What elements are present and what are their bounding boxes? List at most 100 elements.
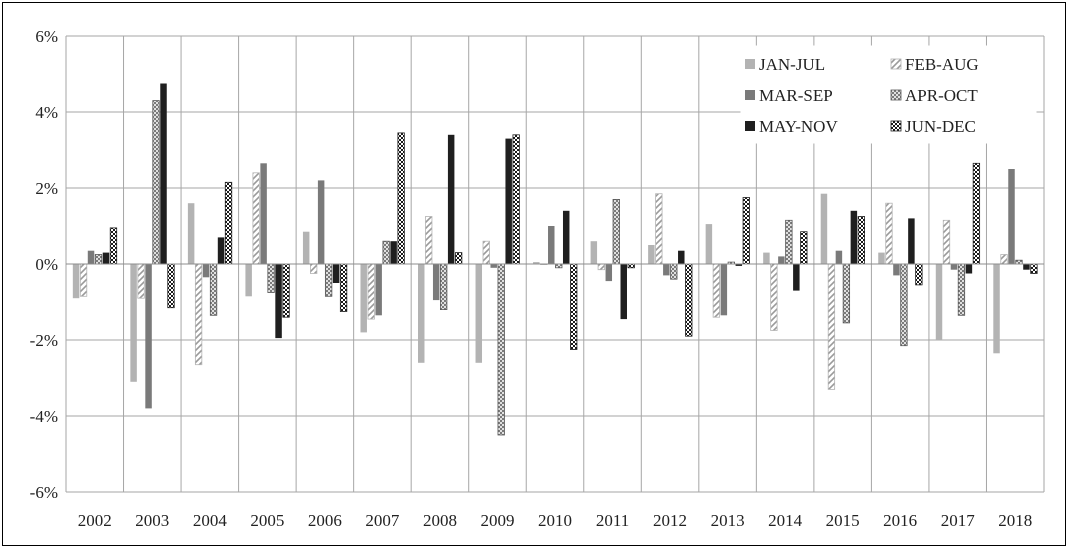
bar-jun-dec-2014 <box>800 231 808 265</box>
bar-apr-oct-2007 <box>382 240 390 265</box>
x-tick-label: 2014 <box>768 511 803 530</box>
y-tick-label: 0% <box>35 255 58 274</box>
bar-jan-jul-2017 <box>935 264 943 340</box>
x-tick-label: 2011 <box>596 511 629 530</box>
bar-may-nov-2018 <box>1023 264 1030 270</box>
bar-may-nov-2017 <box>965 264 973 274</box>
x-tick-label: 2007 <box>365 511 400 530</box>
bar-feb-aug-2015 <box>827 263 836 390</box>
bar-feb-aug-2012 <box>655 193 663 265</box>
bar-mar-sep-2010 <box>548 226 555 264</box>
legend-label-jan-jul: JAN-JUL <box>759 55 825 74</box>
x-tick-label: 2015 <box>826 511 860 530</box>
bar-jun-dec-2003 <box>167 263 175 309</box>
legend-swatch-feb-aug <box>890 58 902 70</box>
legend-label-feb-aug: FEB-AUG <box>905 55 979 74</box>
bar-apr-oct-2009 <box>497 263 505 436</box>
bar-jan-jul-2012 <box>648 245 655 264</box>
bar-apr-oct-2016 <box>900 263 908 347</box>
axes: 6% 4% 2% 0% -2% -4% -6% 2002 2003 2004 2005 2006 200… <box>30 27 1044 530</box>
bar-jan-jul-2015 <box>820 193 828 264</box>
x-tick-label: 2002 <box>78 511 112 530</box>
legend-label-apr-oct: APR-OCT <box>905 86 978 105</box>
legend-swatch-jun-dec <box>890 120 902 132</box>
legend: JAN-JUL FEB-AUG MAR-SEP APR-OCT MAY-NOV JUN-D… <box>740 45 1037 144</box>
y-tick-label: 4% <box>35 103 58 122</box>
x-tick-label: 2006 <box>308 511 342 530</box>
bar-mar-sep-2014 <box>778 256 785 264</box>
bar-jan-jul-2018 <box>993 264 1000 354</box>
bar-feb-aug-2017 <box>942 219 951 265</box>
bar-jan-jul-2013 <box>705 224 713 264</box>
x-tick-label: 2018 <box>998 511 1032 530</box>
bar-apr-oct-2004 <box>209 263 218 316</box>
bar-may-nov-2006 <box>332 264 340 283</box>
bar-mar-sep-2002 <box>87 250 95 264</box>
x-tick-label: 2009 <box>480 511 514 530</box>
bar-mar-sep-2011 <box>605 264 613 282</box>
bar-feb-aug-2013 <box>712 263 721 318</box>
bar-mar-sep-2016 <box>893 264 900 276</box>
bar-apr-oct-2014 <box>785 219 793 265</box>
bar-apr-oct-2017 <box>957 263 966 316</box>
x-tick-label: 2010 <box>538 511 572 530</box>
bar-feb-aug-2009 <box>482 240 490 265</box>
legend-label-may-nov: MAY-NOV <box>759 117 838 136</box>
bar-may-nov-2004 <box>217 237 225 264</box>
bar-jun-dec-2008 <box>454 252 463 265</box>
bar-jun-dec-2017 <box>972 162 981 265</box>
bar-may-nov-2005 <box>275 264 282 339</box>
bar-feb-aug-2004 <box>194 263 203 366</box>
bar-feb-aug-2008 <box>425 216 433 265</box>
legend-swatch-jan-jul <box>745 59 755 69</box>
x-tick-label: 2016 <box>883 511 917 530</box>
bar-may-nov-2002 <box>102 252 110 264</box>
legend-box <box>740 45 1037 144</box>
bar-jan-jul-2004 <box>187 203 195 264</box>
bar-apr-oct-2006 <box>324 263 333 297</box>
bar-jun-dec-2015 <box>857 216 865 265</box>
bar-jun-dec-2011 <box>627 263 635 269</box>
bar-may-nov-2015 <box>850 210 858 264</box>
bar-apr-oct-2015 <box>842 263 851 324</box>
bar-mar-sep-2013 <box>720 264 728 316</box>
legend-swatch-may-nov <box>745 121 755 131</box>
bar-mar-sep-2009 <box>490 264 497 268</box>
bar-mar-sep-2008 <box>432 264 440 301</box>
bar-apr-oct-2005 <box>267 263 275 293</box>
bar-jan-jul-2016 <box>878 252 885 264</box>
bar-apr-oct-2008 <box>440 263 448 310</box>
bar-feb-aug-2016 <box>885 202 893 265</box>
bar-may-nov-2010 <box>562 210 570 264</box>
bar-jun-dec-2005 <box>282 263 290 318</box>
y-tick-label: -2% <box>30 331 58 350</box>
bar-may-nov-2014 <box>793 264 800 291</box>
bar-mar-sep-2003 <box>145 264 152 409</box>
bar-apr-oct-2003 <box>152 100 160 265</box>
y-tick-label: 2% <box>35 179 58 198</box>
bar-jan-jul-2014 <box>763 252 770 264</box>
bar-feb-aug-2014 <box>770 263 778 331</box>
bar-jan-jul-2009 <box>475 264 483 363</box>
bar-jun-dec-2009 <box>512 134 520 265</box>
bar-jan-jul-2005 <box>245 264 252 297</box>
bar-may-nov-2016 <box>908 218 915 264</box>
y-tick-label: 6% <box>35 27 58 46</box>
bar-feb-aug-2007 <box>367 263 375 320</box>
bar-jan-jul-2011 <box>590 241 598 264</box>
x-tick-label: 2012 <box>653 511 687 530</box>
x-tick-label: 2003 <box>135 511 169 530</box>
bar-apr-oct-2012 <box>670 263 678 280</box>
x-tick-label: 2005 <box>250 511 284 530</box>
bar-jun-dec-2002 <box>109 227 118 265</box>
legend-label-jun-dec: JUN-DEC <box>905 117 976 136</box>
x-tick-label: 2004 <box>193 511 228 530</box>
bar-apr-oct-2010 <box>555 263 563 269</box>
bar-feb-aug-2005 <box>252 172 260 265</box>
bar-jun-dec-2004 <box>224 181 233 265</box>
bar-mar-sep-2007 <box>375 264 382 316</box>
bar-jun-dec-2012 <box>685 263 693 337</box>
x-tick-label: 2013 <box>711 511 745 530</box>
bar-jun-dec-2018 <box>1030 263 1038 274</box>
bar-jan-jul-2010 <box>533 262 540 264</box>
